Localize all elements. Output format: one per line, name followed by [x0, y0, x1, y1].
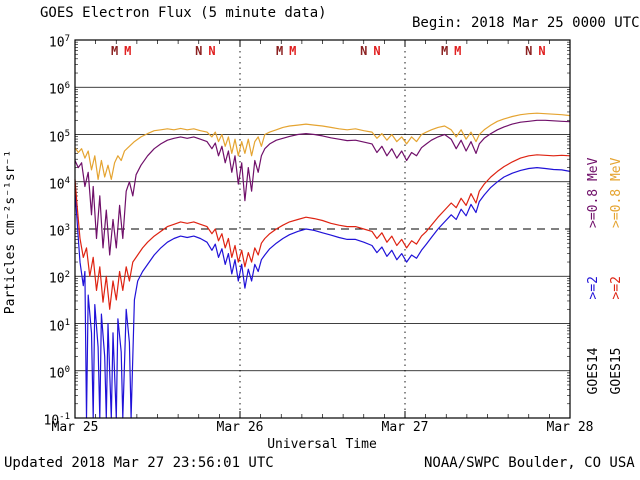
legend-goes15-ge08mev-label: >=0.8 MeV [608, 157, 624, 228]
y-tick-label: 104 [48, 175, 70, 193]
satellite-midnight-marker: M [454, 44, 461, 58]
legend-column-goes15: GOES15 >=2 >=0.8 MeV [607, 126, 625, 426]
flux-trace-goes14-0.8-mev [74, 119, 571, 256]
y-tick-label: 10-1 [43, 412, 71, 429]
y-axis-label: Particles cm⁻²s⁻¹sr⁻¹ [3, 149, 18, 315]
legend-goes14-ge08mev-label: >=0.8 MeV [585, 157, 601, 228]
updated-timestamp-label: Updated 2018 Mar 27 23:56:01 UTC [4, 455, 274, 471]
x-tick-label: Mar 26 [216, 420, 264, 435]
x-axis-tick-labels: Mar 25 Mar 26 Mar 27 Mar 28 [0, 420, 640, 436]
x-tick-label: Mar 27 [381, 420, 429, 435]
y-tick-label: 100 [48, 364, 70, 382]
satellite-noon-marker: N [538, 44, 545, 58]
satellite-noon-marker: N [360, 44, 367, 58]
y-tick-label: 101 [48, 317, 70, 334]
satellite-midnight-marker: M [441, 44, 448, 58]
legend-goes15-ge2mev-label: >=2 [608, 276, 624, 300]
satellite-noon-marker: N [208, 44, 215, 58]
satellite-noon-marker: N [525, 44, 532, 58]
x-axis-label: Universal Time [267, 437, 377, 452]
x-tick-label: Mar 28 [546, 420, 594, 435]
y-tick-label: 105 [48, 128, 70, 145]
satellite-midnight-marker: M [124, 44, 131, 58]
y-tick-label: 102 [48, 270, 70, 287]
satellite-midnight-marker: M [289, 44, 296, 58]
legend-column-goes14: GOES14 >=2 >=0.8 MeV [584, 126, 602, 426]
legend-goes14-ge2mev-label: >=2 [585, 276, 601, 300]
flux-trace-goes15-0.8-mev [74, 112, 571, 180]
flux-trace-goes14-2-mev [74, 167, 571, 419]
y-tick-label: 107 [48, 34, 70, 51]
legend-goes14-name: GOES14 [585, 347, 601, 395]
page-title: GOES Electron Flux (5 minute data) [40, 5, 327, 21]
satellite-midnight-marker: M [111, 44, 118, 58]
satellite-noon-marker: N [195, 44, 202, 58]
credit-label: NOAA/SWPC Boulder, CO USA [424, 455, 635, 471]
y-axis-tick-labels: 10-1 100 101 102 103 104 105 106 107 [22, 0, 71, 480]
y-tick-label: 106 [48, 81, 70, 98]
flux-trace-goes15-2-mev [74, 154, 571, 310]
x-tick-label: Mar 25 [51, 420, 99, 435]
satellite-midnight-marker: M [276, 44, 283, 58]
satellite-noon-marker: N [373, 44, 380, 58]
begin-time-label: Begin: 2018 Mar 25 0000 UTC [412, 15, 640, 31]
y-tick-label: 103 [48, 223, 70, 240]
legend-goes15-name: GOES15 [608, 347, 624, 395]
